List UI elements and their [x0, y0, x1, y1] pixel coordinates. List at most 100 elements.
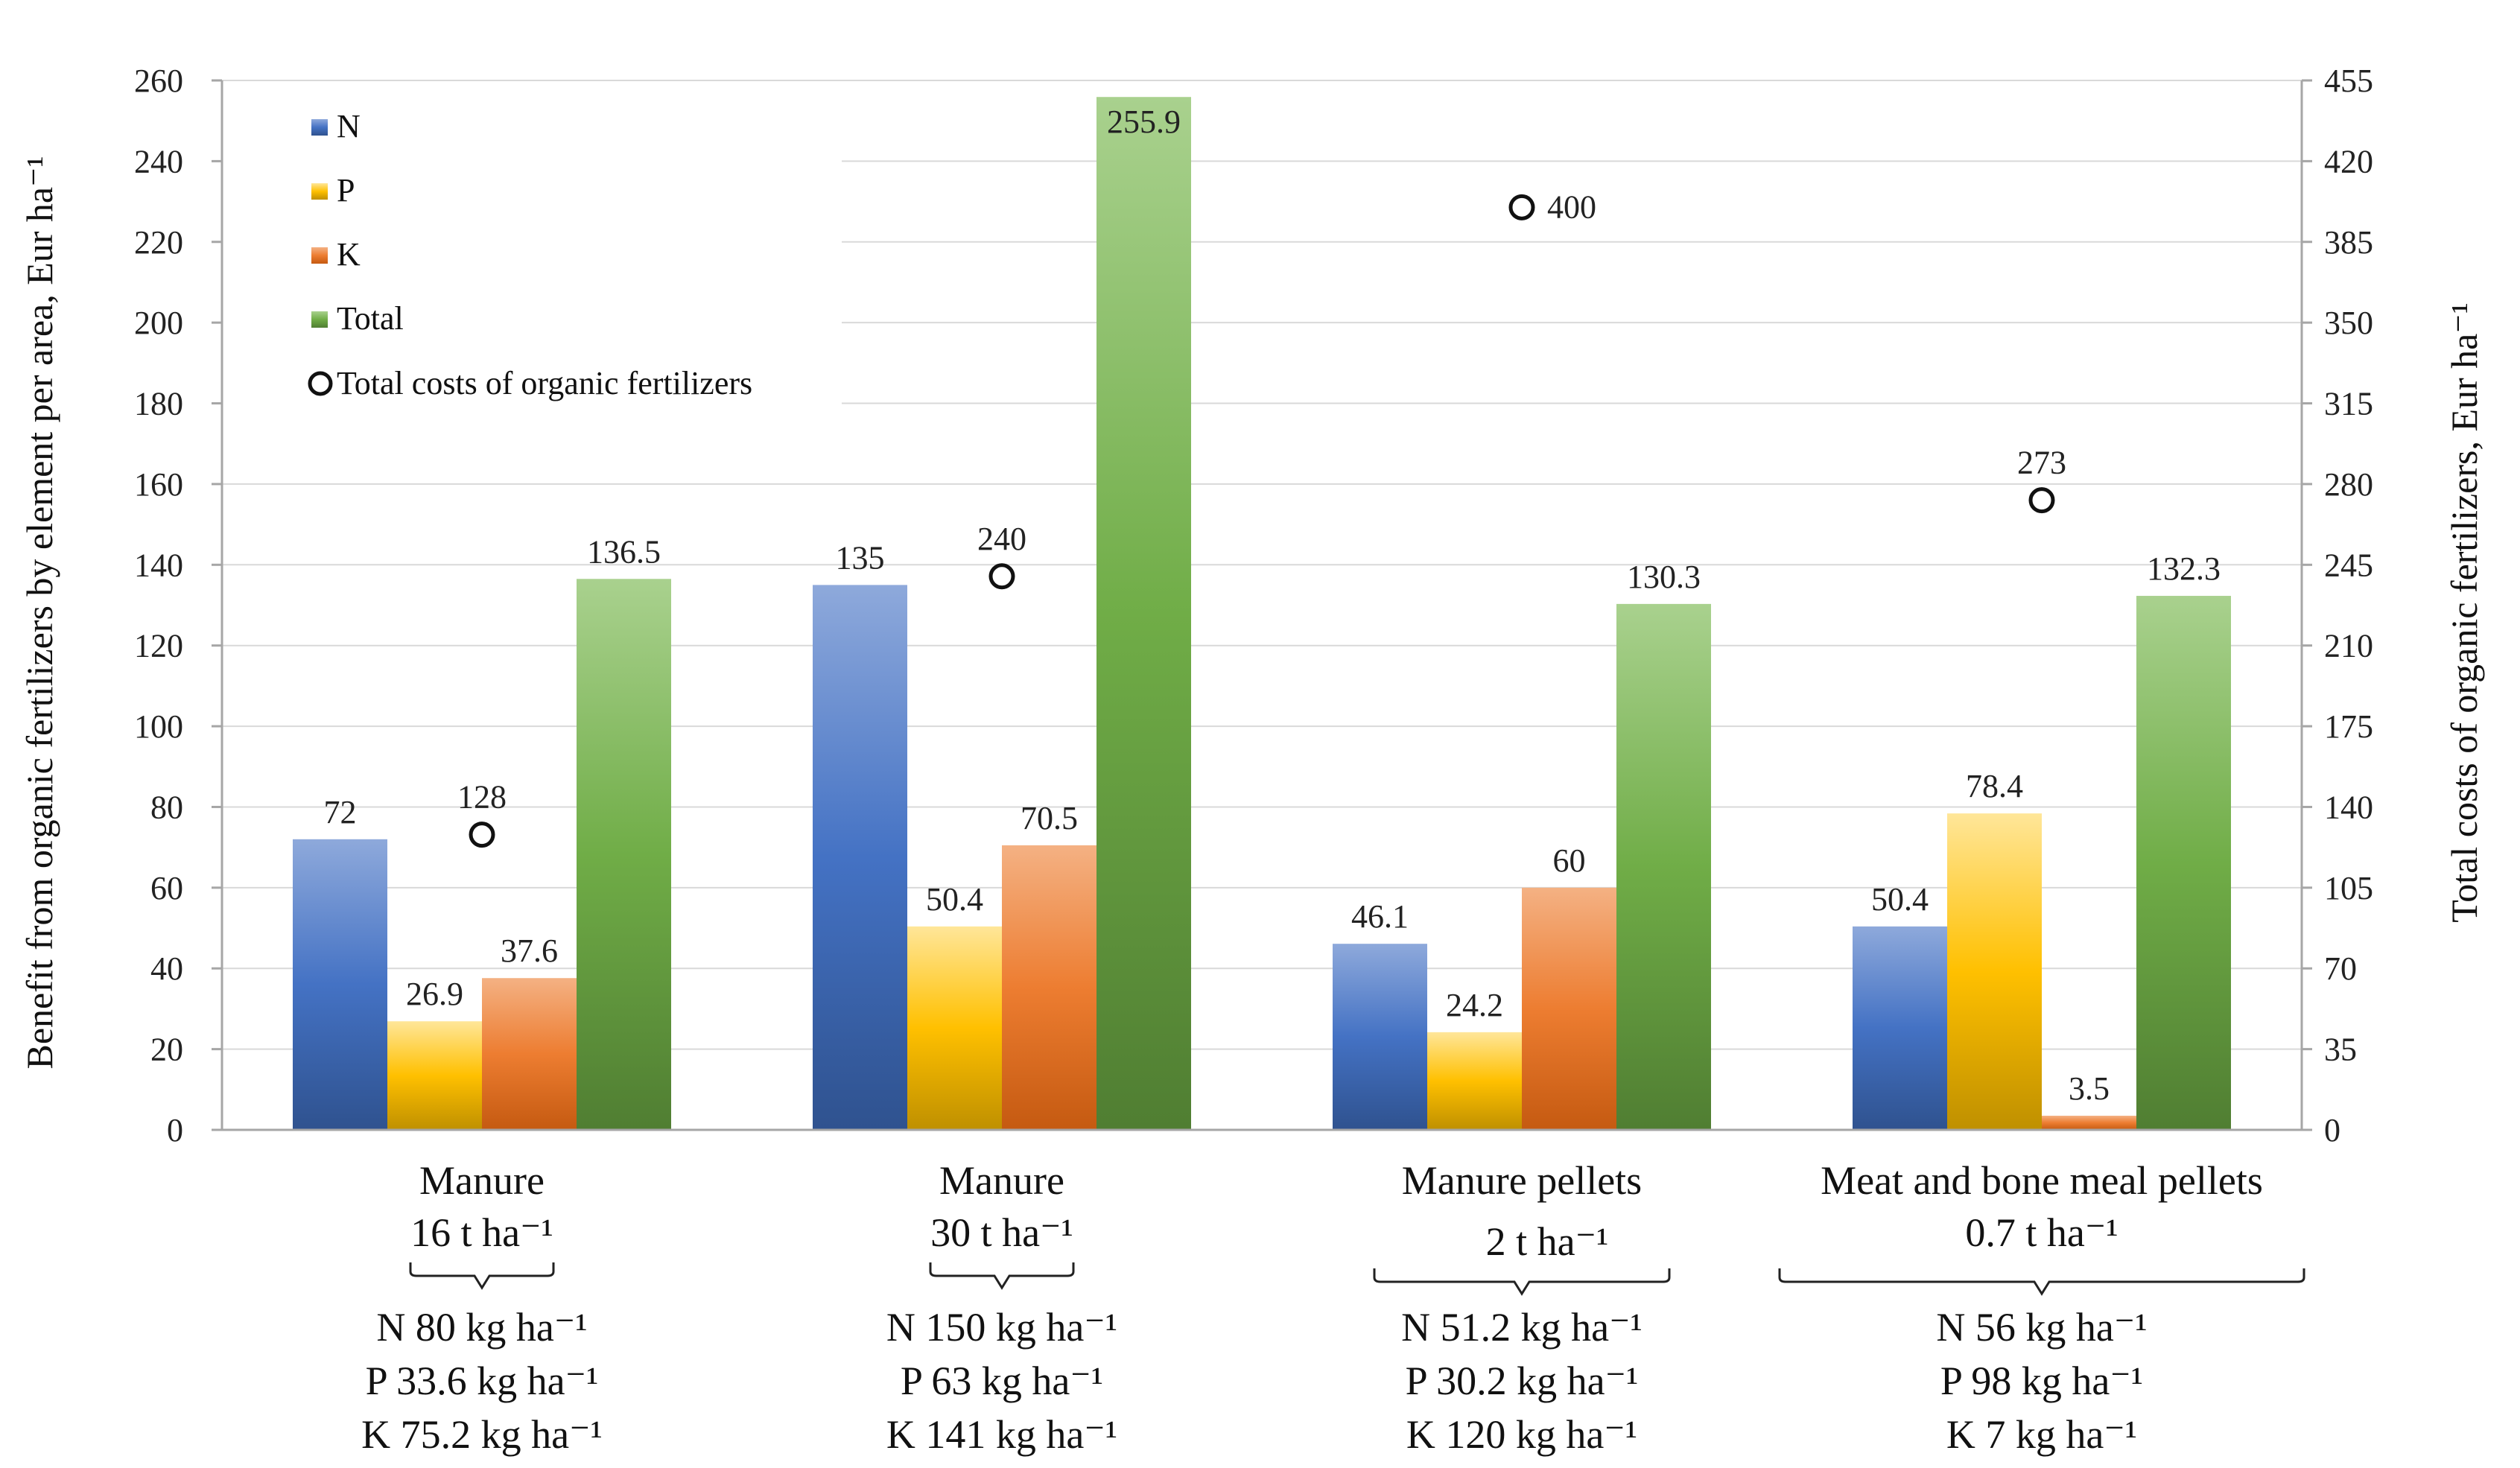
- bar-k-0: [482, 978, 577, 1130]
- category-labels: Manure 16 t ha⁻¹ N 80 kg ha⁻¹ P 33.6 kg ha⁻…: [361, 1158, 2305, 1457]
- category-bracket: [409, 1262, 555, 1290]
- nutrient-line: K 120 kg ha⁻¹: [1406, 1412, 1637, 1457]
- y-tick-label: 20: [150, 1032, 183, 1068]
- bar-total-1: [1096, 97, 1191, 1130]
- nutrient-line: N 80 kg ha⁻¹: [376, 1305, 587, 1350]
- y-tick-label: 200: [134, 305, 183, 341]
- category-label: Manure: [419, 1158, 545, 1203]
- bar-n-3: [1853, 926, 1947, 1130]
- legend-label: K: [337, 236, 361, 273]
- legend-label: Total: [337, 300, 404, 337]
- legend-label: N: [337, 108, 361, 144]
- bar-n-1: [813, 585, 907, 1130]
- y2-tick-label: 0: [2324, 1112, 2340, 1148]
- data-label-total: 255.9: [1107, 104, 1181, 140]
- category-sublabel: 30 t ha⁻¹: [930, 1210, 1073, 1255]
- data-label-k: 3.5: [2069, 1070, 2110, 1107]
- legend-swatch-n: [311, 119, 328, 136]
- bar-k-2: [1522, 887, 1616, 1130]
- y-tick-label: 180: [134, 386, 183, 422]
- y-tick-label: 160: [134, 466, 183, 503]
- cost-label: 400: [1547, 188, 1596, 225]
- nutrient-line: P 33.6 kg ha⁻¹: [366, 1359, 599, 1403]
- y-tick-label: 80: [150, 789, 183, 825]
- data-label-total: 136.5: [587, 533, 661, 570]
- y2-tick-label: 455: [2324, 63, 2373, 99]
- y2-tick-label: 420: [2324, 143, 2373, 179]
- y2-tick-label: 315: [2324, 386, 2373, 422]
- category-bracket: [929, 1262, 1075, 1290]
- category-sublabel: 2 t ha⁻¹: [1486, 1219, 1609, 1264]
- legend-label: P: [337, 172, 355, 209]
- category-label: Meat and bone meal pellets: [1821, 1158, 2263, 1203]
- y2-tick-label: 70: [2324, 950, 2357, 987]
- nutrient-line: K 7 kg ha⁻¹: [1946, 1412, 2137, 1457]
- cost-label: 240: [977, 521, 1026, 557]
- bar-k-3: [2042, 1116, 2136, 1130]
- y2-tick-label: 35: [2324, 1032, 2357, 1068]
- y2-tick-label: 140: [2324, 789, 2373, 825]
- y2-tick-label: 385: [2324, 224, 2373, 261]
- category-sublabel: 16 t ha⁻¹: [410, 1210, 553, 1255]
- nutrient-line: K 75.2 kg ha⁻¹: [361, 1412, 603, 1457]
- y2-axis-title: Total costs of organic fertilizers, Eur …: [2443, 302, 2485, 923]
- y2-tick-label: 175: [2324, 708, 2373, 745]
- legend-label: Total costs of organic fertilizers: [337, 365, 752, 401]
- nutrient-line: N 51.2 kg ha⁻¹: [1401, 1305, 1643, 1350]
- category-label: Manure pellets: [1402, 1158, 1642, 1203]
- data-labels: 72 26.9 37.6 136.5 128 135 50.4 70.5 255.9 240 46.…: [324, 104, 2221, 1107]
- bar-n-2: [1333, 944, 1427, 1130]
- bar-n-0: [293, 839, 387, 1130]
- cost-label: 273: [2017, 445, 2066, 481]
- legend-swatch-p: [311, 183, 328, 200]
- cost-marker-0: [469, 822, 495, 848]
- y2-tick-label: 210: [2324, 628, 2373, 664]
- legend-swatch-k: [311, 247, 328, 264]
- cost-marker-2: [1508, 194, 1535, 220]
- grid-lines: [222, 80, 2302, 1050]
- data-label-n: 135: [836, 539, 885, 576]
- data-label-k: 70.5: [1021, 800, 1078, 836]
- y-tick-label: 120: [134, 628, 183, 664]
- y2-tick-label: 280: [2324, 466, 2373, 503]
- data-label-n: 46.1: [1351, 898, 1409, 935]
- category-bracket: [1778, 1268, 2305, 1296]
- category-sublabel: 0.7 t ha⁻¹: [1965, 1210, 2118, 1255]
- cost-label: 128: [457, 779, 507, 816]
- cost-marker-3: [2028, 487, 2055, 514]
- nutrient-line: P 98 kg ha⁻¹: [1940, 1359, 2143, 1403]
- y-tick-label: 0: [167, 1112, 183, 1148]
- bar-total-2: [1616, 603, 1711, 1130]
- bars: [293, 97, 2231, 1130]
- nutrient-line: N 56 kg ha⁻¹: [1936, 1305, 2147, 1350]
- y-tick-label: 260: [134, 63, 183, 99]
- y-axis-title: Benefit from organic fertilizers by elem…: [19, 156, 60, 1069]
- nutrient-line: K 141 kg ha⁻¹: [886, 1412, 1117, 1457]
- bar-total-0: [577, 579, 671, 1130]
- y-tick-label: 220: [134, 224, 183, 261]
- bar-p-2: [1427, 1032, 1522, 1130]
- data-label-n: 72: [324, 794, 357, 830]
- legend: NPK Total Total costs of organic fertilize…: [308, 108, 752, 401]
- y-tick-label: 60: [150, 870, 183, 906]
- y-tick-label: 140: [134, 547, 183, 583]
- y2-tick-label: 245: [2324, 547, 2373, 583]
- y-tick-label: 240: [134, 143, 183, 179]
- data-label-n: 50.4: [1871, 881, 1929, 918]
- y2-tick-label: 350: [2324, 305, 2373, 341]
- category-bracket: [1373, 1268, 1671, 1296]
- nutrient-line: N 150 kg ha⁻¹: [886, 1305, 1117, 1350]
- data-label-p: 50.4: [926, 881, 983, 918]
- bar-p-1: [907, 926, 1002, 1130]
- axes: 0 20 40 60 80 100 120 140 160 180 200 220 240 260 0 35 7…: [19, 63, 2485, 1148]
- bar-k-1: [1002, 845, 1096, 1130]
- bar-total-3: [2136, 596, 2231, 1130]
- data-label-p: 24.2: [1446, 987, 1503, 1023]
- data-label-k: 37.6: [501, 932, 558, 969]
- data-label-k: 60: [1553, 842, 1586, 879]
- legend-swatch-total: [311, 311, 328, 328]
- data-label-p: 26.9: [406, 976, 463, 1012]
- data-label-p: 78.4: [1966, 768, 2023, 804]
